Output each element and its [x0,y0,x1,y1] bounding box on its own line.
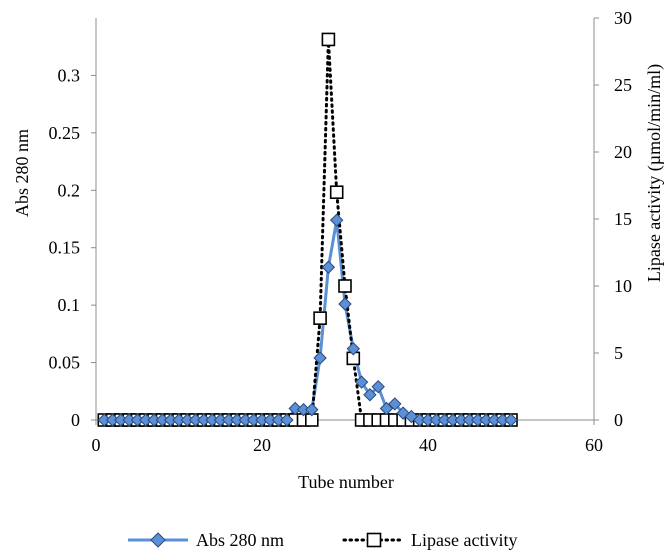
point-abs280 [363,388,377,402]
y-tick-label-right: 25 [614,75,632,95]
legend-marker-lipase [366,532,382,548]
point-lipase [329,185,344,199]
x-tick-label: 0 [92,435,101,455]
y-tick-label-left: 0.15 [49,238,81,258]
point-abs280 [354,375,369,389]
y-tick-label-left: 0.25 [49,123,81,143]
point-abs280 [305,402,319,417]
legend-item-abs: Abs 280 nm [128,530,284,550]
point-abs280 [504,413,518,427]
y-tick-label-right: 10 [614,276,632,296]
point-abs280 [388,397,402,411]
point-abs280 [313,351,327,365]
series-line-lipase [102,37,513,422]
y-tick-label-right: 5 [614,343,623,363]
legend-label-lipase: Lipase activity [411,530,517,550]
point-abs280 [346,342,361,356]
y-tick-label-right: 15 [614,209,632,229]
series-line-abs280 [104,218,511,422]
x-axis-label: Tube number [298,472,394,492]
point-abs280 [338,297,352,311]
point-abs280 [321,260,336,274]
point-abs280 [280,413,294,427]
x-tick-label: 20 [253,435,271,455]
y-tick-label-left: 0.1 [58,295,81,315]
y-tick-label-right: 0 [614,410,623,430]
y-tick-label-right: 30 [614,8,632,28]
series-layer [97,32,518,427]
legend-label-abs: Abs 280 nm [196,530,284,550]
point-abs280 [329,213,344,227]
x-tick-label: 60 [585,435,603,455]
y-axis-label-left: Abs 280 nm [12,129,32,217]
legend-marker-abs [150,532,166,548]
legend: Abs 280 nm Lipase activity [128,530,517,550]
point-abs280 [371,379,385,394]
x-tick-label: 40 [419,435,437,455]
y-tick-label-left: 0 [71,410,80,430]
y-tick-label-left: 0.05 [49,353,81,373]
y-tick-label-left: 0.2 [58,180,81,200]
point-lipase [338,279,352,293]
point-lipase [313,311,327,325]
point-lipase [321,32,336,47]
point-abs280 [379,401,394,416]
y-axis-label-right: Lipase activity (µmol/min/ml) [644,64,665,282]
y-tick-label-left: 0.3 [58,65,81,85]
y-tick-label-right: 20 [614,142,632,162]
point-abs280 [396,406,410,420]
point-abs280 [288,401,302,416]
legend-item-lipase: Lipase activity [342,530,517,550]
